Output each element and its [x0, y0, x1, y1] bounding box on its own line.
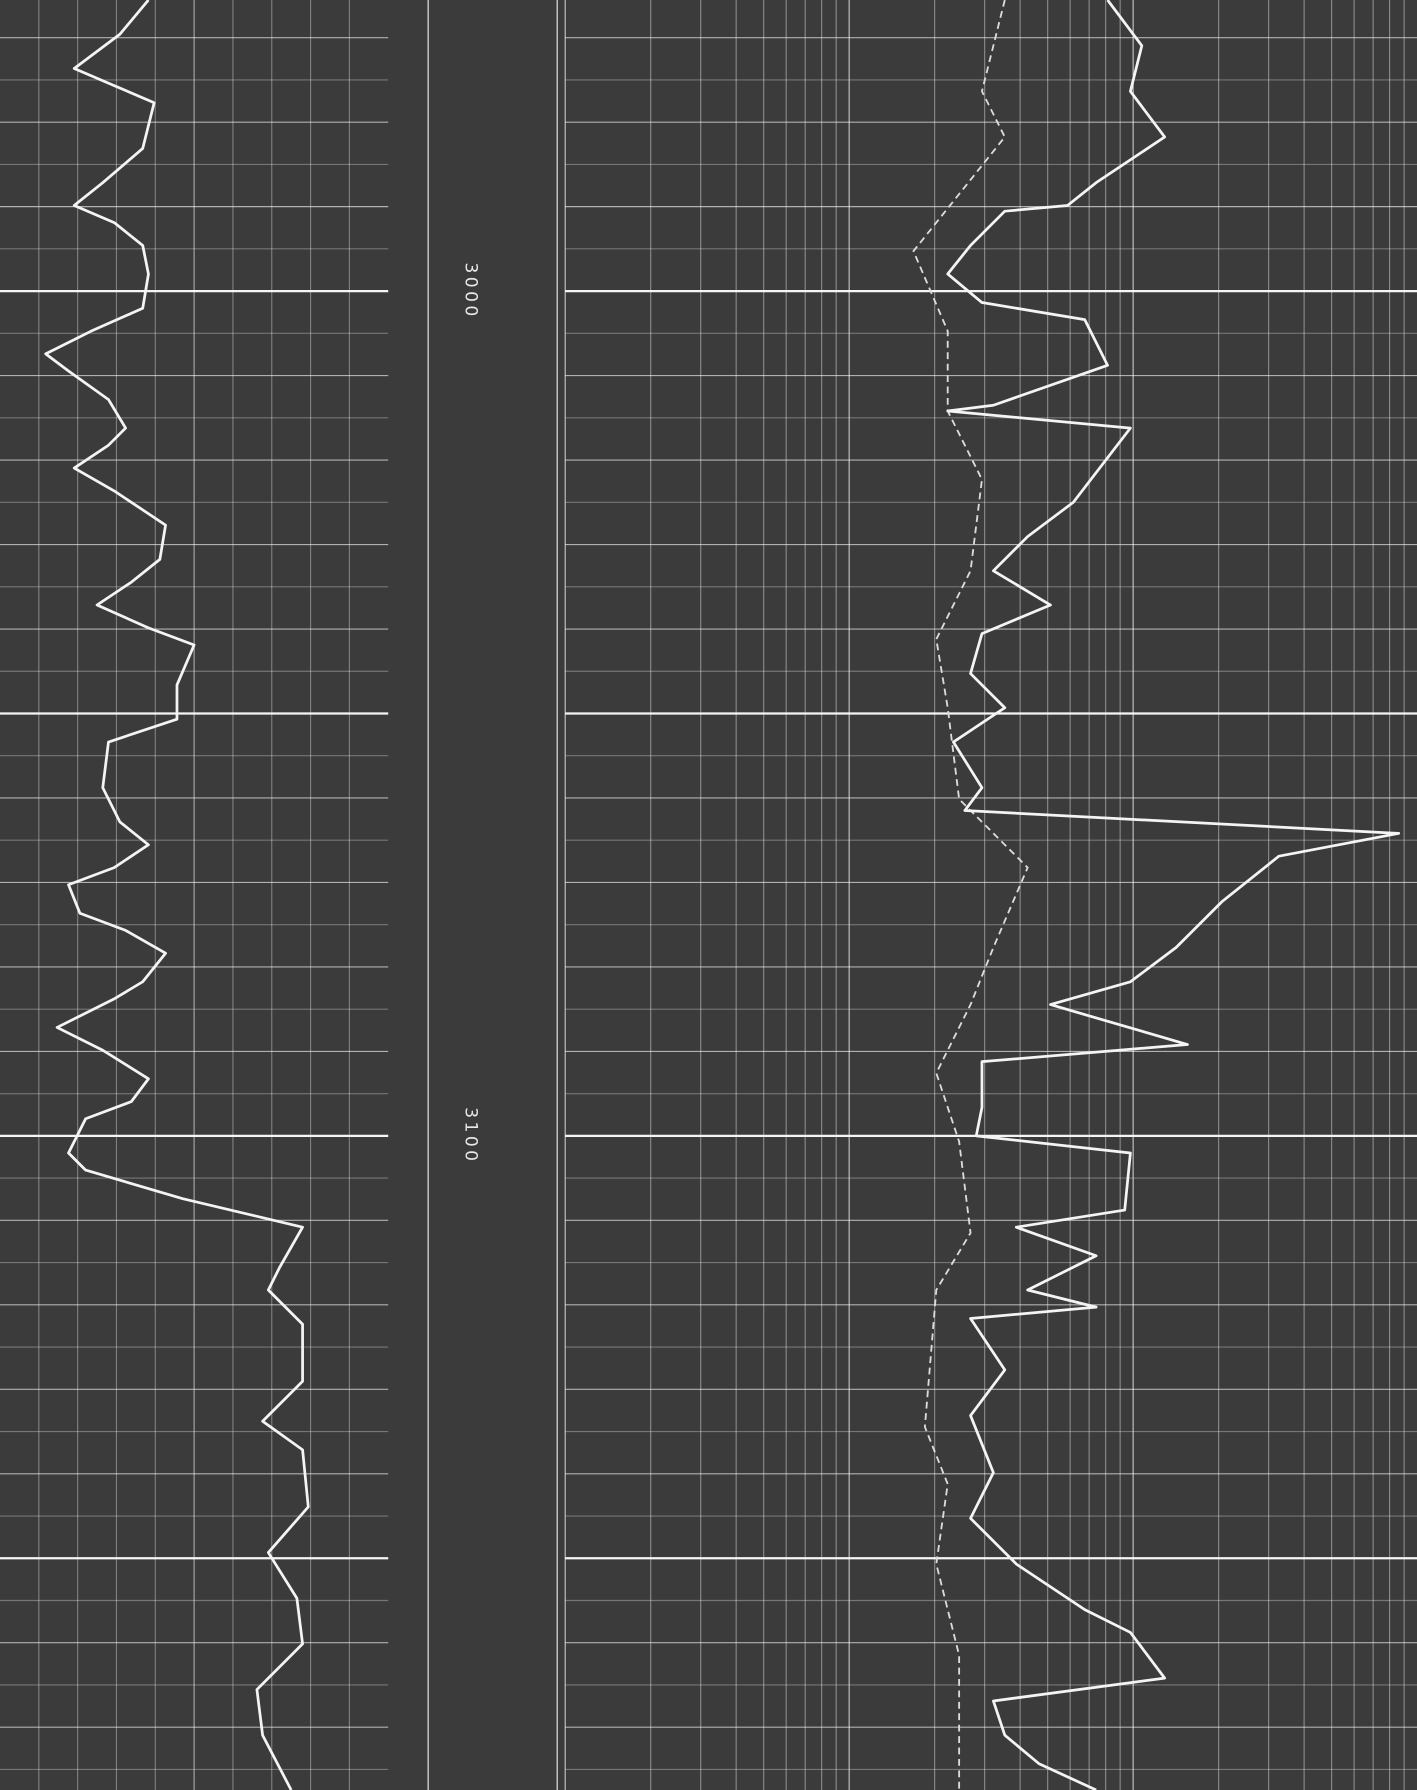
left-curve — [44, 0, 310, 1790]
depth-label: 3000 — [460, 262, 480, 319]
depth-label: 3100 — [460, 1107, 480, 1164]
right-dashed-curve — [912, 0, 1029, 1790]
right-curve — [946, 0, 1401, 1790]
